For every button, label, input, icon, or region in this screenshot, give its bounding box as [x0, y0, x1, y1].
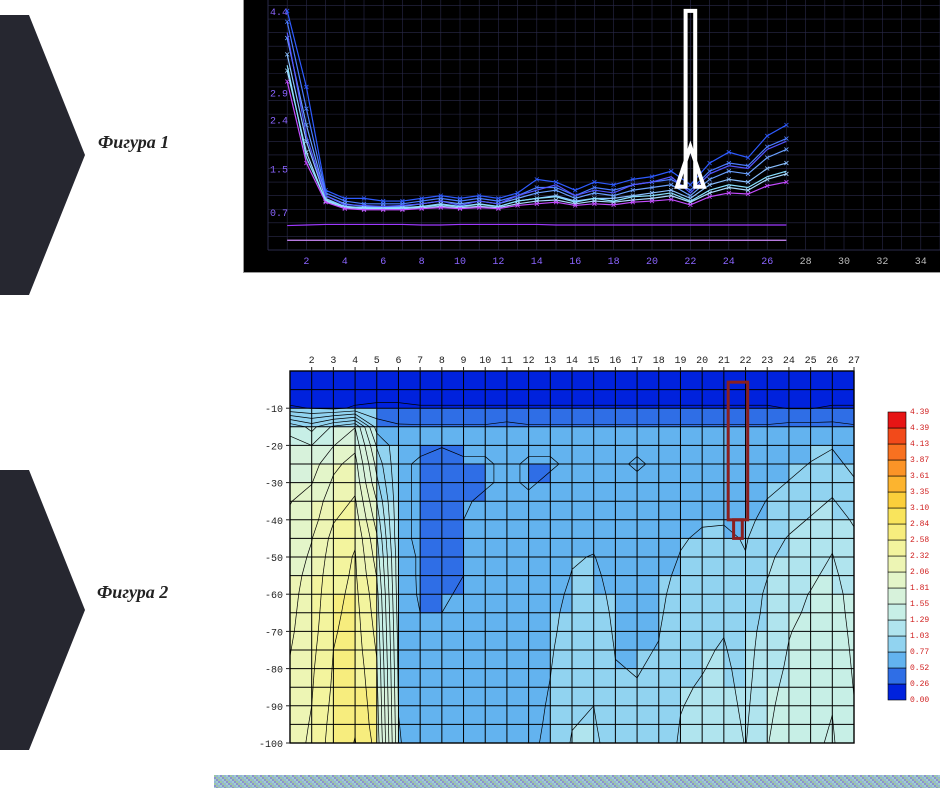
svg-text:23: 23 [761, 356, 773, 367]
svg-text:27: 27 [848, 356, 860, 367]
svg-text:9: 9 [461, 356, 467, 367]
svg-text:-90: -90 [265, 703, 283, 714]
svg-text:1.29: 1.29 [910, 616, 929, 625]
svg-text:2: 2 [309, 356, 315, 367]
svg-text:-40: -40 [265, 517, 283, 528]
svg-text:21: 21 [718, 356, 730, 367]
svg-text:-60: -60 [265, 591, 283, 602]
svg-text:1.03: 1.03 [910, 632, 929, 641]
svg-text:-20: -20 [265, 442, 283, 453]
svg-text:20: 20 [696, 356, 708, 367]
svg-text:13: 13 [544, 356, 556, 367]
chevron-top [0, 15, 85, 295]
svg-text:14: 14 [566, 356, 578, 367]
svg-text:-10: -10 [265, 405, 283, 416]
svg-text:34: 34 [915, 257, 927, 268]
svg-text:16: 16 [569, 257, 581, 268]
figure2-label: Фигура 2 [97, 582, 168, 603]
svg-text:24: 24 [723, 257, 735, 268]
svg-text:4.39: 4.39 [910, 408, 929, 417]
svg-text:1.5: 1.5 [270, 165, 288, 176]
svg-text:3.61: 3.61 [910, 472, 929, 481]
svg-text:8: 8 [439, 356, 445, 367]
svg-text:32: 32 [876, 257, 888, 268]
svg-text:12: 12 [492, 257, 504, 268]
svg-text:-50: -50 [265, 554, 283, 565]
svg-text:-30: -30 [265, 480, 283, 491]
svg-text:4: 4 [352, 356, 358, 367]
svg-text:0.52: 0.52 [910, 664, 929, 673]
svg-text:19: 19 [674, 356, 686, 367]
svg-text:-70: -70 [265, 628, 283, 639]
svg-text:0.00: 0.00 [910, 696, 929, 705]
svg-text:3: 3 [330, 356, 336, 367]
figure2-contour: 2345678910111213141516171819202122232425… [244, 345, 874, 755]
svg-text:6: 6 [395, 356, 401, 367]
svg-text:28: 28 [800, 257, 812, 268]
svg-text:0.77: 0.77 [910, 648, 929, 657]
svg-text:10: 10 [454, 257, 466, 268]
svg-text:2.06: 2.06 [910, 568, 929, 577]
svg-text:4: 4 [342, 257, 348, 268]
svg-text:3.87: 3.87 [910, 456, 929, 465]
svg-text:2.84: 2.84 [910, 520, 929, 529]
svg-text:30: 30 [838, 257, 850, 268]
svg-text:11: 11 [501, 356, 513, 367]
figure1-chart: 0.71.52.42.94.42468101214161820222426283… [244, 0, 940, 272]
svg-text:14: 14 [531, 257, 543, 268]
svg-text:16: 16 [609, 356, 621, 367]
figure2-colorbar: 0.00 0.26 0.52 0.77 1.03 1.29 1.55 1.81 2.06 2.32… [884, 380, 936, 710]
svg-text:1.55: 1.55 [910, 600, 929, 609]
svg-text:7: 7 [417, 356, 423, 367]
svg-text:0.26: 0.26 [910, 680, 929, 689]
noise-strip [214, 775, 940, 788]
svg-text:8: 8 [419, 257, 425, 268]
svg-text:-100: -100 [259, 740, 283, 751]
svg-text:12: 12 [523, 356, 535, 367]
svg-text:10: 10 [479, 356, 491, 367]
svg-text:17: 17 [631, 356, 643, 367]
svg-text:2: 2 [303, 257, 309, 268]
svg-text:2.58: 2.58 [910, 536, 929, 545]
svg-text:1.81: 1.81 [910, 584, 929, 593]
svg-text:4.39: 4.39 [910, 424, 929, 433]
svg-text:6: 6 [380, 257, 386, 268]
svg-text:4.13: 4.13 [910, 440, 929, 449]
svg-text:3.35: 3.35 [910, 488, 929, 497]
svg-text:25: 25 [805, 356, 817, 367]
svg-text:2.4: 2.4 [270, 117, 288, 128]
svg-text:2.32: 2.32 [910, 552, 929, 561]
svg-text:3.10: 3.10 [910, 504, 929, 513]
figure1-label: Фигура 1 [98, 132, 169, 153]
svg-text:0.7: 0.7 [270, 209, 288, 220]
svg-text:5: 5 [374, 356, 380, 367]
svg-text:-80: -80 [265, 666, 283, 677]
svg-text:26: 26 [826, 356, 838, 367]
svg-text:18: 18 [608, 257, 620, 268]
svg-text:22: 22 [740, 356, 752, 367]
svg-text:24: 24 [783, 356, 795, 367]
chevron-bottom [0, 470, 85, 750]
svg-text:18: 18 [653, 356, 665, 367]
svg-text:22: 22 [684, 257, 696, 268]
svg-text:20: 20 [646, 257, 658, 268]
svg-text:2.9: 2.9 [270, 89, 288, 100]
svg-text:15: 15 [588, 356, 600, 367]
svg-text:26: 26 [761, 257, 773, 268]
